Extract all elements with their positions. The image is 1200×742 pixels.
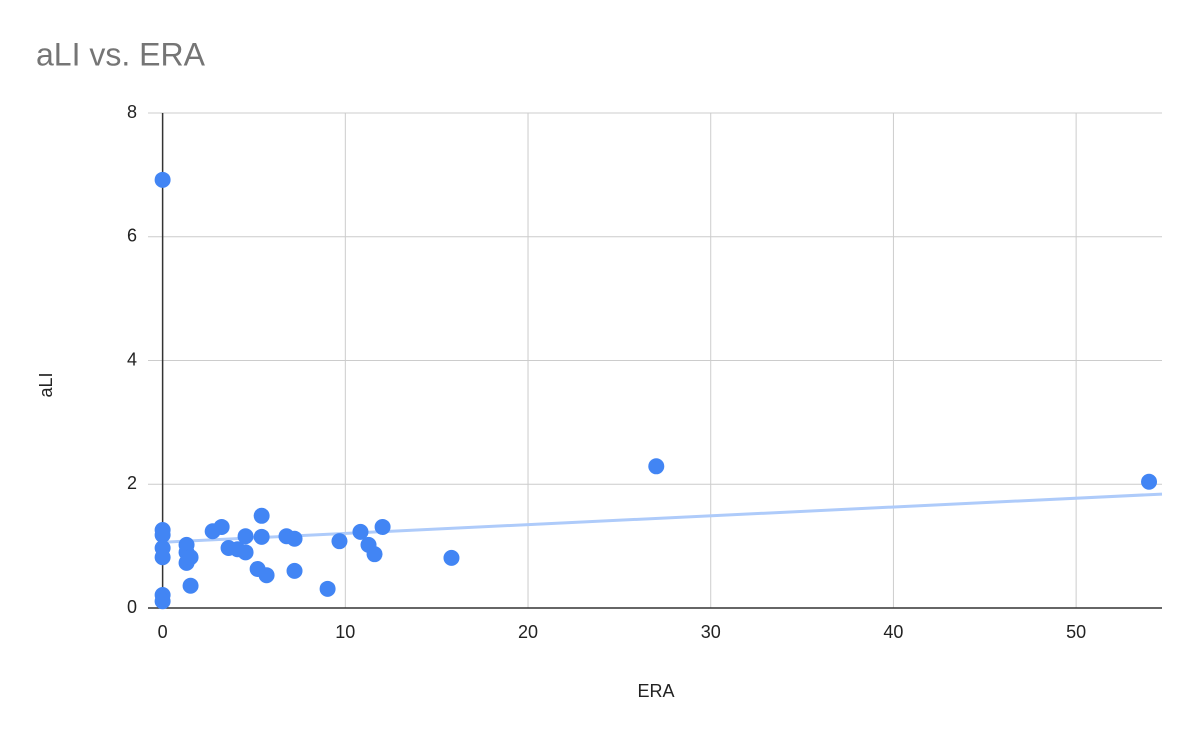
point bbox=[352, 523, 369, 540]
point bbox=[374, 518, 391, 535]
y-axis-label: aLI bbox=[36, 372, 56, 397]
point bbox=[366, 546, 383, 563]
x-tick-label: 50 bbox=[1066, 622, 1086, 642]
x-axis-label: ERA bbox=[637, 681, 674, 701]
y-tick-label: 2 bbox=[127, 473, 137, 493]
point bbox=[237, 528, 254, 545]
point bbox=[331, 533, 348, 550]
y-tick-label: 6 bbox=[127, 226, 137, 246]
point bbox=[154, 171, 171, 188]
x-tick-label: 10 bbox=[335, 622, 355, 642]
point bbox=[443, 549, 460, 566]
point bbox=[258, 567, 275, 584]
point bbox=[154, 593, 171, 610]
x-tick-label: 0 bbox=[158, 622, 168, 642]
y-tick-label: 8 bbox=[127, 102, 137, 122]
x-tick-label: 20 bbox=[518, 622, 538, 642]
x-tick-label: 40 bbox=[883, 622, 903, 642]
y-tick-label: 0 bbox=[127, 597, 137, 617]
point bbox=[237, 544, 254, 561]
point bbox=[319, 580, 336, 597]
point bbox=[213, 518, 230, 535]
point bbox=[648, 458, 665, 475]
point bbox=[182, 549, 199, 566]
point bbox=[253, 528, 270, 545]
x-tick-label: 30 bbox=[701, 622, 721, 642]
point bbox=[154, 526, 171, 543]
trendline bbox=[162, 492, 1163, 544]
point bbox=[154, 549, 171, 566]
point bbox=[286, 530, 303, 547]
point bbox=[1141, 473, 1158, 490]
chart-title: aLI vs. ERA bbox=[36, 36, 206, 72]
point bbox=[182, 577, 199, 594]
y-tick-label: 4 bbox=[127, 349, 137, 369]
point bbox=[286, 562, 303, 579]
point bbox=[253, 507, 270, 524]
